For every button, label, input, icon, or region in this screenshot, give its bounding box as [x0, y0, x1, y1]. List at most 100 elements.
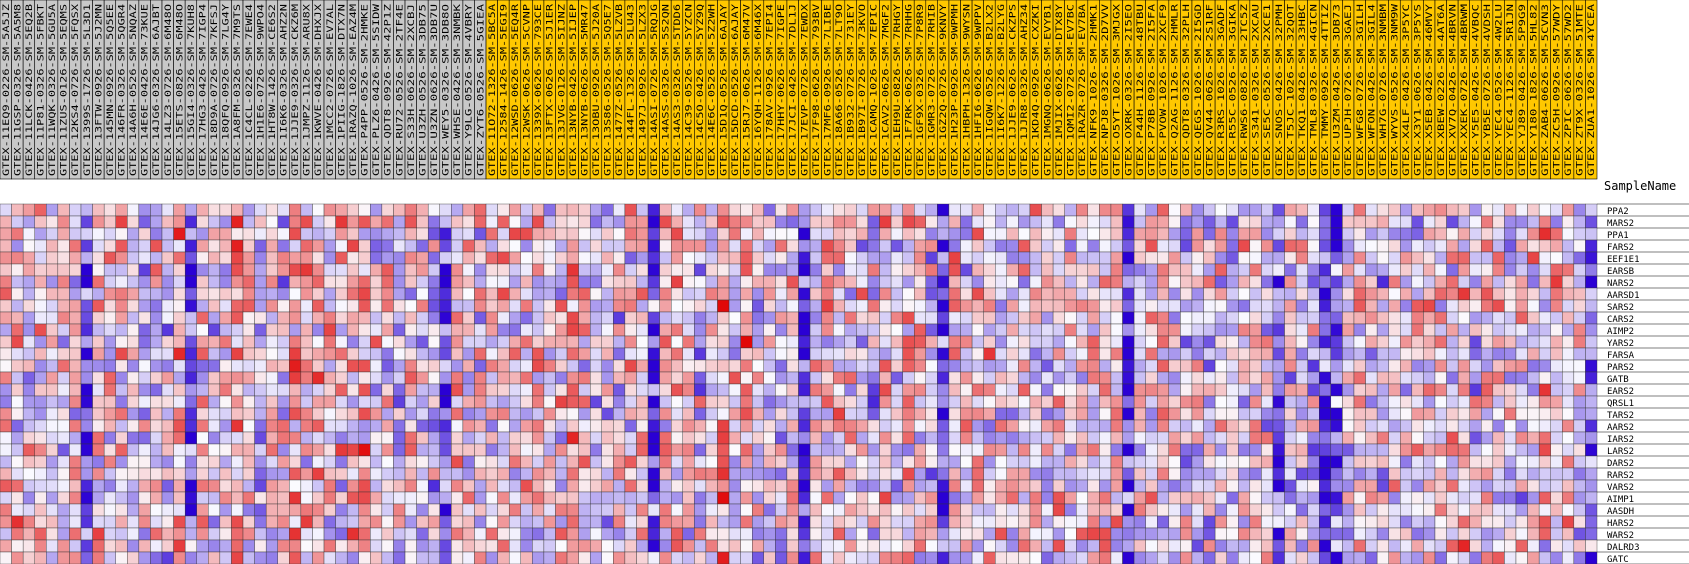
heatmap-cell — [1238, 203, 1251, 217]
heatmap-cell — [1562, 275, 1575, 289]
heatmap-cell — [937, 539, 950, 553]
heatmap-cell — [1157, 383, 1170, 397]
heatmap-cell — [566, 527, 579, 541]
sample-name-label: GTEX-1GMR3-0726-SM-7RHIB — [928, 4, 938, 176]
heatmap-cell — [624, 203, 637, 217]
heatmap-cell — [1041, 455, 1054, 469]
gene-label: FARS2 — [1607, 243, 1634, 253]
heatmap-cell — [497, 419, 510, 433]
heatmap-cell — [821, 275, 834, 289]
heatmap-cell — [1585, 431, 1598, 445]
heatmap-cell — [821, 515, 834, 529]
heatmap-cell — [1099, 479, 1112, 493]
heatmap-cell — [346, 539, 359, 553]
heatmap-cell — [208, 275, 221, 289]
heatmap-cell — [1573, 215, 1586, 229]
heatmap-cell — [960, 203, 973, 217]
heatmap-cell — [1504, 551, 1517, 564]
heatmap-cell — [439, 371, 452, 385]
heatmap-cell — [682, 359, 695, 373]
heatmap-cell — [1006, 407, 1019, 421]
heatmap-cell — [1180, 203, 1193, 217]
heatmap-cell — [22, 287, 35, 301]
heatmap-cell — [763, 491, 776, 505]
heatmap-cell — [601, 395, 614, 409]
heatmap-cell — [624, 431, 637, 445]
heatmap-cell — [289, 263, 302, 277]
heatmap-cell — [1446, 455, 1459, 469]
heatmap-cell — [323, 251, 336, 265]
heatmap-cell — [1006, 287, 1019, 301]
heatmap-cell — [902, 467, 915, 481]
heatmap-cell — [1481, 467, 1494, 481]
heatmap-cell — [1307, 455, 1320, 469]
heatmap-cell — [775, 227, 788, 241]
heatmap-cell — [763, 251, 776, 265]
heatmap-cell — [92, 227, 105, 241]
heatmap-cell — [497, 287, 510, 301]
heatmap-cell — [393, 335, 406, 349]
heatmap-cell — [786, 299, 799, 313]
heatmap-cell — [728, 407, 741, 421]
heatmap-cell — [1272, 503, 1285, 517]
heatmap-cell — [1376, 239, 1389, 253]
heatmap-cell — [1330, 263, 1343, 277]
heatmap-cell — [647, 443, 660, 457]
heatmap-cell — [1573, 419, 1586, 433]
heatmap-cell — [485, 263, 498, 277]
heatmap-cell — [1481, 203, 1494, 217]
heatmap-cell — [1041, 527, 1054, 541]
heatmap-cell — [312, 299, 325, 313]
heatmap-cell — [208, 371, 221, 385]
heatmap-cell — [138, 491, 151, 505]
heatmap-cell — [925, 527, 938, 541]
heatmap-cell — [22, 503, 35, 517]
heatmap-cell — [1307, 251, 1320, 265]
sample-name-label: GTEX-1C4CL-0226-SM-7EWE4 — [245, 4, 255, 176]
heatmap-cell — [254, 431, 267, 445]
heatmap-cell — [821, 239, 834, 253]
heatmap-cell — [1550, 551, 1563, 564]
heatmap-cell — [1515, 491, 1528, 505]
heatmap-cell — [150, 479, 163, 493]
heatmap-cell — [1157, 407, 1170, 421]
heatmap-cell — [1562, 215, 1575, 229]
heatmap-cell — [1145, 347, 1158, 361]
heatmap-cell — [960, 491, 973, 505]
heatmap-cell — [902, 479, 915, 493]
heatmap-cell — [184, 407, 197, 421]
heatmap-cell — [11, 383, 24, 397]
heatmap-cell — [856, 539, 869, 553]
heatmap-cell — [300, 503, 313, 517]
heatmap-cell — [1087, 311, 1100, 325]
heatmap-cell — [1492, 503, 1505, 517]
sample-name-label: GTEX-15GI4-0326-SM-7KUH8 — [187, 4, 197, 176]
heatmap-cell — [694, 215, 707, 229]
heatmap-cell — [983, 239, 996, 253]
heatmap-cell — [335, 431, 348, 445]
heatmap-cell — [937, 491, 950, 505]
heatmap-cell — [867, 515, 880, 529]
heatmap-cell — [705, 359, 718, 373]
heatmap-cell — [647, 215, 660, 229]
heatmap-cell — [914, 467, 926, 481]
heatmap-cell — [1376, 467, 1389, 481]
heatmap-cell — [728, 539, 741, 553]
heatmap-cell — [1064, 491, 1077, 505]
heatmap-cell — [1249, 527, 1262, 541]
heatmap-cell — [752, 551, 764, 564]
heatmap-cell — [532, 455, 545, 469]
heatmap-cell — [728, 371, 741, 385]
heatmap-cell — [474, 239, 487, 253]
heatmap-cell — [358, 323, 371, 337]
heatmap-cell — [1550, 239, 1563, 253]
heatmap-cell — [532, 539, 545, 553]
heatmap-cell — [1376, 335, 1389, 349]
heatmap-cell — [983, 347, 996, 361]
heatmap-cell — [1562, 527, 1575, 541]
heatmap-cell — [532, 203, 545, 217]
heatmap-cell — [1145, 203, 1158, 217]
heatmap-cell — [1157, 395, 1170, 409]
heatmap-cell — [1099, 443, 1112, 457]
heatmap-cell — [485, 419, 498, 433]
